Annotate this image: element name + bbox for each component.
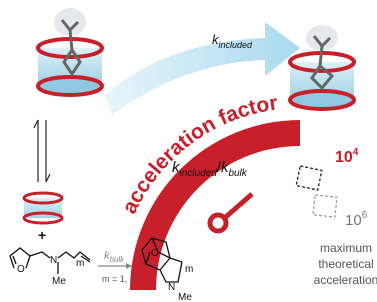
subscript: included: [180, 168, 218, 179]
subscript: included: [219, 40, 254, 50]
maximum-value: 106: [345, 210, 368, 229]
atom-label: m: [185, 264, 193, 275]
reactant: O N Me m: [10, 248, 90, 287]
atom-label: Me: [52, 276, 66, 287]
graphical-abstract: kincluded acceleration factor kincluded/…: [0, 0, 377, 302]
plus: +: [38, 227, 46, 243]
exponent: 6: [362, 210, 368, 221]
base: 10: [345, 212, 362, 229]
caption-line: theoretical: [318, 257, 373, 271]
atom-label: O: [17, 264, 25, 275]
subscript: bulk: [228, 168, 247, 179]
gauge-arc: [130, 120, 300, 290]
atom-label: N: [168, 282, 175, 293]
equilibrium-arrows: [34, 120, 50, 182]
arrowhead: [126, 263, 132, 269]
k-bulk: kbulk: [104, 250, 125, 264]
atom-label: O: [151, 248, 159, 259]
base: 10: [335, 149, 353, 166]
exponent: 4: [353, 147, 359, 158]
k-included: kincluded: [212, 32, 253, 50]
caption-line: maximum: [320, 241, 372, 255]
caption-line: acceleration: [314, 273, 377, 287]
empty-capsule: [24, 193, 62, 223]
dashed-extension: [296, 166, 337, 217]
atom-label: m: [76, 258, 84, 269]
atom-label: Me: [178, 292, 192, 302]
atom-label: N: [50, 255, 57, 266]
condition: m = 1, 2: [102, 274, 135, 284]
maximum-caption: maximum theoretical acceleration: [314, 241, 377, 287]
gauge-needle: [210, 194, 252, 231]
subscript: bulk: [110, 255, 126, 264]
reached-value: 104: [335, 147, 359, 166]
capsule-with-product: [290, 25, 354, 109]
capsule-with-guest: [38, 8, 102, 95]
